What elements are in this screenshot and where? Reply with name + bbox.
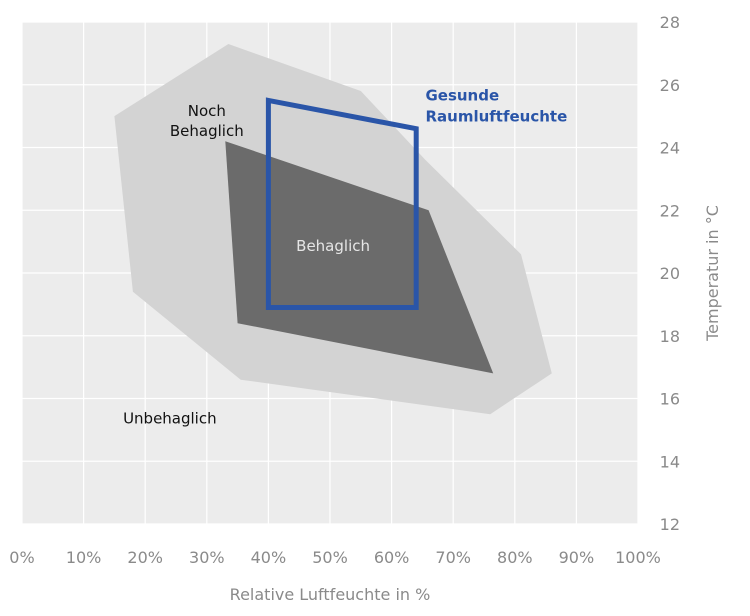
x-tick-label: 30%: [189, 548, 225, 567]
x-tick-label: 50%: [312, 548, 348, 567]
y-tick-label: 14: [660, 452, 680, 471]
x-axis-label: Relative Luftfeuchte in %: [230, 585, 431, 604]
region-labels: Noch Behaglich Behaglich Gesunde Raumluftfeu…: [123, 86, 567, 427]
x-tick-label: 10%: [66, 548, 102, 567]
x-tick-label: 80%: [497, 548, 533, 567]
y-tick-label: 12: [660, 515, 680, 534]
y-axis-label: Temperatur in °C: [703, 205, 722, 342]
x-tick-label: 100%: [615, 548, 661, 567]
y-tick-label: 20: [660, 264, 680, 283]
x-tick-label: 40%: [251, 548, 287, 567]
y-tick-label: 18: [660, 327, 680, 346]
x-tick-label: 60%: [374, 548, 410, 567]
region-label-0: Noch Behaglich: [170, 102, 244, 140]
healthy-humidity-outline: [265, 97, 419, 310]
y-tick-label: 28: [660, 13, 680, 32]
region-label-1: Behaglich: [296, 237, 370, 255]
y-tick-label: 22: [660, 201, 680, 220]
y-tick-label: 26: [660, 76, 680, 95]
outline-label: Gesunde Raumluftfeuchte: [425, 86, 567, 125]
outline-shape: [265, 97, 419, 310]
x-tick-label: 0%: [9, 548, 34, 567]
annotation-0: Unbehaglich: [123, 410, 217, 428]
x-axis-ticks: 0% 10% 20% 30% 40% 50% 60% 70% 80% 90% 100%: [9, 548, 661, 567]
x-tick-label: 90%: [559, 548, 595, 567]
region-area-1: [225, 141, 494, 374]
x-tick-label: 70%: [435, 548, 471, 567]
y-axis-ticks: 12 14 16 18 20 22 24 26 28: [660, 13, 680, 534]
y-tick-label: 16: [660, 390, 680, 409]
y-tick-label: 24: [660, 139, 680, 158]
x-tick-label: 20%: [127, 548, 163, 567]
regions: [114, 44, 552, 415]
